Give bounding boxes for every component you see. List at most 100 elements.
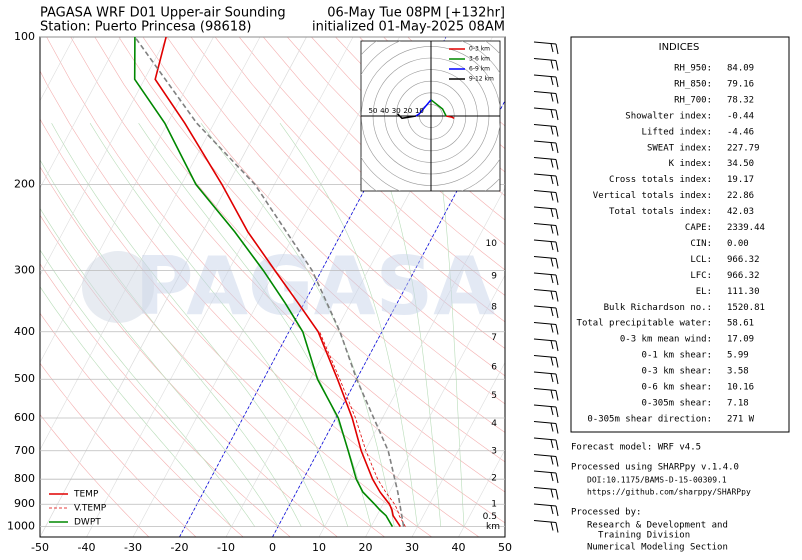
index-value: 3.58 bbox=[727, 367, 749, 377]
barb-flag bbox=[550, 488, 554, 498]
barb-staff bbox=[533, 454, 557, 457]
barb-flag bbox=[550, 241, 554, 251]
barb-flag bbox=[555, 423, 559, 434]
ring-label: 40 bbox=[380, 107, 389, 115]
legend-label: DWPT bbox=[74, 518, 101, 528]
note: Training Division bbox=[598, 531, 690, 541]
moist-adiabat bbox=[364, 123, 442, 527]
profile-line bbox=[154, 37, 401, 528]
index-value: 0.00 bbox=[727, 239, 749, 249]
moist-adiabat bbox=[40, 286, 232, 527]
barb-staff bbox=[533, 421, 557, 424]
barb-staff bbox=[533, 355, 557, 358]
profile-line bbox=[134, 37, 405, 527]
index-value: 111.30 bbox=[727, 287, 760, 297]
barb-staff bbox=[533, 190, 557, 193]
barb-flag bbox=[555, 324, 559, 335]
barb-flag bbox=[555, 142, 559, 154]
ring-label: 50 bbox=[369, 107, 378, 115]
barb-flag bbox=[555, 439, 559, 451]
barb-flag bbox=[550, 76, 554, 86]
x-tick-label: 40 bbox=[452, 541, 466, 554]
index-value: -0.44 bbox=[727, 111, 754, 121]
barb-flag bbox=[550, 109, 554, 119]
barb-flag bbox=[550, 43, 554, 53]
profile-line bbox=[133, 37, 394, 528]
x-tick-label: -20 bbox=[171, 541, 189, 554]
barb-flag bbox=[550, 125, 554, 135]
index-value: 17.09 bbox=[727, 335, 754, 345]
barb-flag bbox=[555, 274, 559, 286]
hodograph bbox=[361, 41, 500, 191]
y-tick-label: 200 bbox=[14, 177, 35, 190]
y-tick-label: 100 bbox=[14, 30, 35, 43]
isotherm bbox=[365, 274, 505, 537]
note: Numerical Modeling Section bbox=[587, 543, 728, 553]
height-label: 9 bbox=[491, 271, 497, 281]
x-tick-label: 10 bbox=[312, 541, 326, 554]
index-value: 84.09 bbox=[727, 64, 754, 74]
barb-staff bbox=[533, 487, 557, 490]
dry-adiabat bbox=[214, 37, 505, 323]
index-value: 78.32 bbox=[727, 95, 754, 105]
barb-staff bbox=[533, 305, 557, 309]
ring-label: 10 bbox=[415, 107, 424, 115]
indices-box bbox=[570, 36, 790, 433]
barb-flag bbox=[555, 93, 559, 104]
x-tick-label: -50 bbox=[31, 541, 49, 554]
index-value: 271 W bbox=[727, 414, 755, 424]
barb-flag bbox=[555, 208, 559, 220]
index-value: 22.86 bbox=[727, 191, 754, 201]
isotherm bbox=[318, 187, 505, 537]
barb-flag bbox=[555, 109, 559, 121]
barb-staff bbox=[533, 124, 557, 127]
barb-flag bbox=[550, 356, 554, 366]
index-value: 34.50 bbox=[727, 159, 754, 169]
dry-adiabat bbox=[238, 37, 505, 296]
index-value: 79.16 bbox=[727, 79, 754, 89]
index-value: 1520.81 bbox=[727, 303, 765, 313]
barb-flag bbox=[555, 76, 559, 88]
chart-subtitle: Station: Puerto Princesa (98618) bbox=[40, 20, 251, 35]
index-label: Total precipitable water: bbox=[577, 319, 712, 329]
index-label: RH_950: bbox=[674, 64, 712, 74]
barb-flag bbox=[555, 489, 559, 500]
legend-label: TEMP bbox=[73, 490, 99, 500]
index-label: CAPE: bbox=[685, 223, 712, 233]
y-tick-label: 1000 bbox=[7, 520, 35, 533]
profile-line bbox=[319, 331, 406, 527]
dry-adiabat bbox=[190, 37, 505, 349]
barb-staff bbox=[533, 74, 557, 78]
isotherm bbox=[40, 37, 121, 189]
barb-flag bbox=[550, 505, 554, 515]
dry-adiabat bbox=[40, 166, 385, 537]
index-label: 0-6 km shear: bbox=[642, 383, 712, 393]
x-tick-label: 50 bbox=[498, 541, 512, 554]
moist-adiabat bbox=[433, 123, 465, 527]
barb-flag bbox=[550, 59, 554, 69]
note: https://github.com/sharppy/SHARPpy bbox=[587, 488, 751, 497]
hodo-line bbox=[415, 99, 432, 117]
note: Processed by: bbox=[571, 508, 641, 518]
isotherm bbox=[40, 37, 168, 276]
barb-staff bbox=[533, 107, 557, 111]
barb-flag bbox=[555, 456, 559, 467]
barb-flag bbox=[550, 224, 554, 234]
barb-staff bbox=[533, 322, 557, 325]
index-label: 0-3 km shear: bbox=[642, 367, 712, 377]
index-label: Bulk Richardson no.: bbox=[604, 303, 712, 313]
barb-flag bbox=[555, 175, 559, 187]
barb-flag bbox=[550, 521, 554, 531]
barb-flag bbox=[550, 307, 554, 317]
index-label: Vertical totals index: bbox=[593, 191, 712, 201]
isotherm bbox=[86, 37, 354, 537]
barb-staff bbox=[533, 223, 557, 226]
barb-flag bbox=[550, 175, 554, 185]
x-tick-label: -40 bbox=[78, 541, 96, 554]
moist-adiabat bbox=[279, 123, 418, 527]
dry-adiabat bbox=[40, 214, 338, 537]
index-label: RH_850: bbox=[674, 79, 712, 89]
legend-label: 3-6 km bbox=[469, 56, 490, 63]
barb-flag bbox=[550, 389, 554, 399]
index-value: 5.99 bbox=[727, 351, 749, 361]
